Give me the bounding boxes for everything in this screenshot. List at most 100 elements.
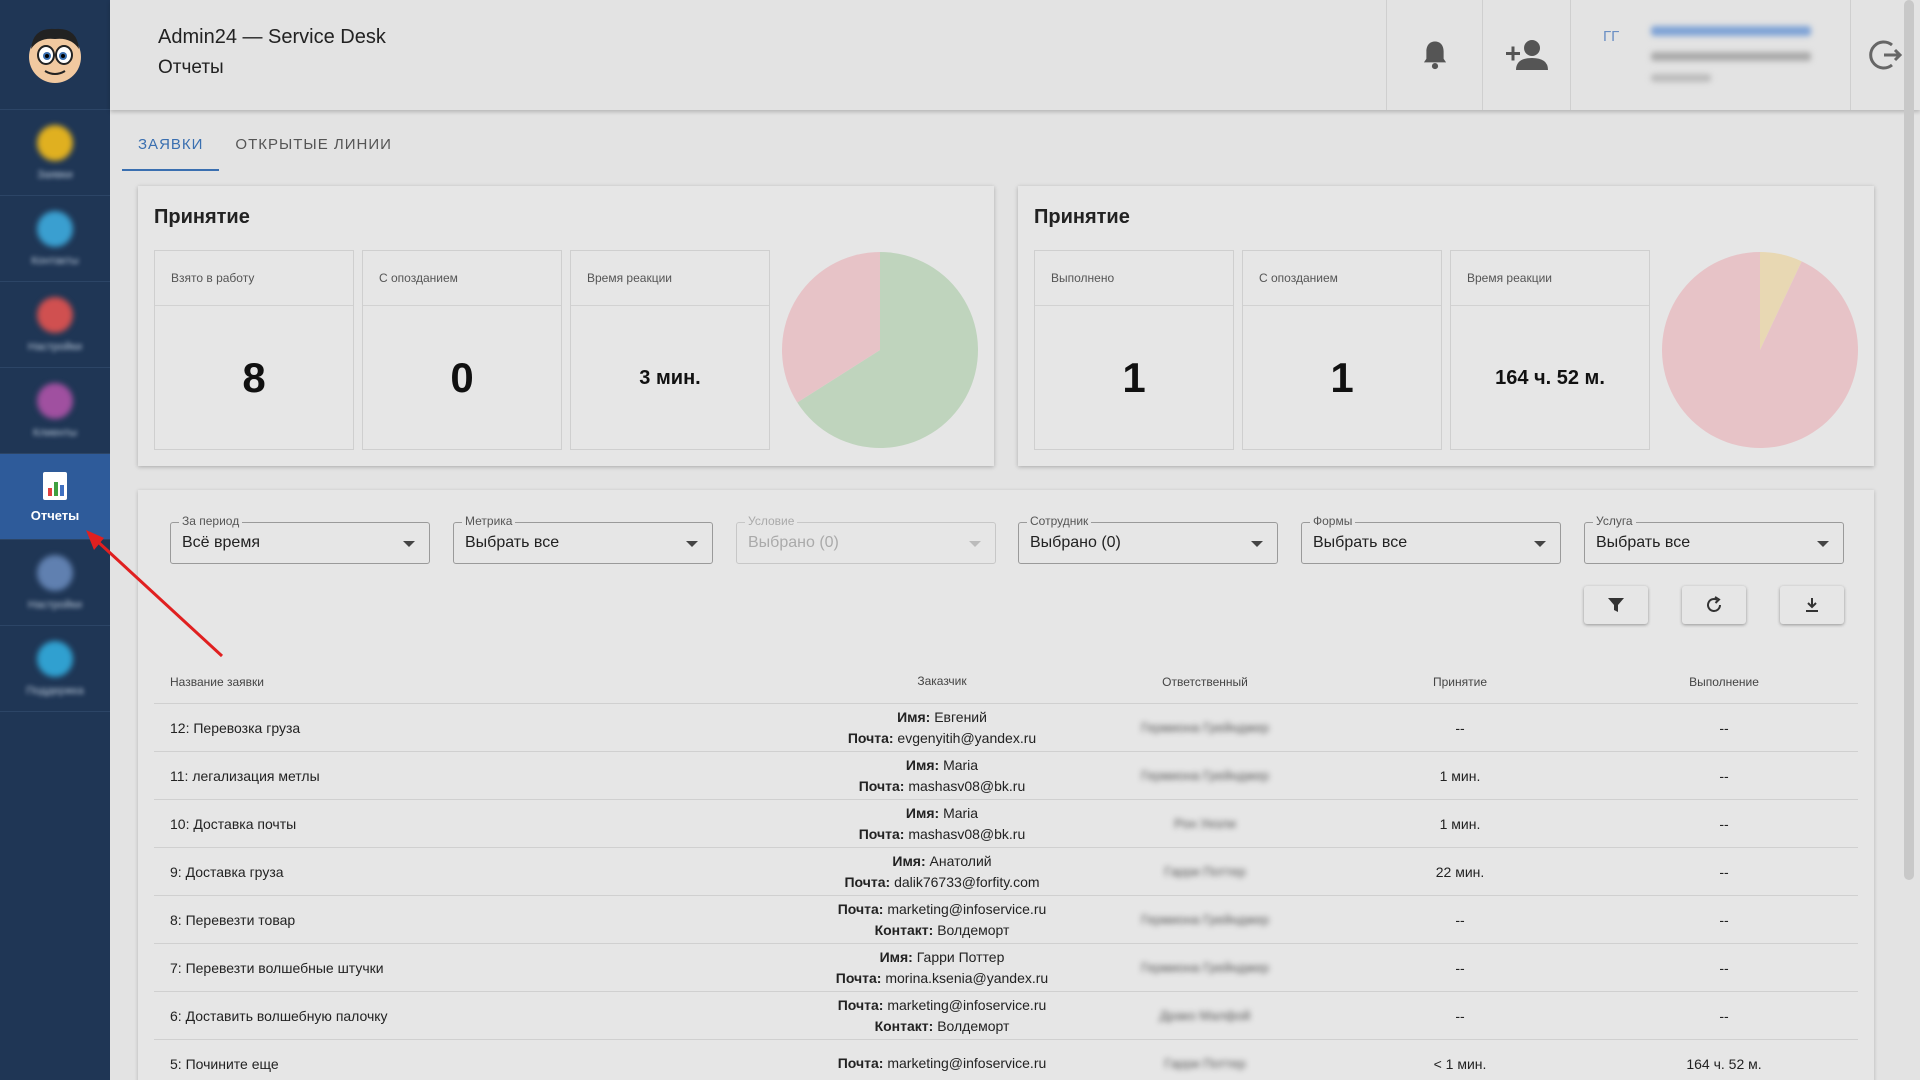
download-button[interactable] [1780, 586, 1844, 624]
logout-button[interactable] [1850, 0, 1920, 110]
done-time: -- [1719, 1007, 1729, 1024]
customer-value: Евгений [934, 708, 987, 725]
top-header: Admin24 — Service Desk Отчеты ГГ [110, 0, 1920, 110]
owner-cell: Гермиона Грейнджер [1140, 960, 1270, 975]
report-section: За период Всё время Метрика Выбрать все Усло… [138, 490, 1874, 1080]
metric-label: Взято в работу [155, 251, 353, 306]
pie-slice-1 [1760, 252, 1802, 350]
customer-value: Волдеморт [937, 1017, 1010, 1034]
request-title[interactable]: 9: Доставка груза [170, 863, 284, 880]
user-role-blurred [1651, 52, 1811, 61]
sidebar-item-6[interactable]: Настройки [0, 540, 110, 626]
request-title[interactable]: 11: легализация метлы [170, 767, 320, 784]
customer-key: Почта: [844, 873, 891, 890]
sidebar-item-4[interactable]: Клиенты [0, 368, 110, 454]
customer-cell: Имя: Maria Почта: mashasv08@bk.ru [804, 803, 1080, 845]
filter-button[interactable] [1584, 586, 1648, 624]
customer-key: Почта: [837, 996, 884, 1013]
column-header[interactable]: Название заявки [170, 674, 264, 689]
customer-value: Maria [943, 804, 979, 821]
filter-value: Выбрано (0) [748, 534, 839, 551]
column-header[interactable]: Ответственный [1162, 674, 1248, 689]
metric-card: Выполнено 1 [1034, 250, 1234, 450]
notifications-button[interactable] [1386, 0, 1482, 110]
metric-value: 164 ч. 52 м. [1495, 366, 1605, 389]
report-icon [43, 472, 67, 500]
filter-select: Условие Выбрано (0) [736, 514, 996, 564]
customer-key: Имя: [897, 708, 931, 725]
metric-card: Время реакции 164 ч. 52 м. [1450, 250, 1650, 450]
customer-key: Почта: [837, 900, 884, 917]
user-profile[interactable]: ГГ [1570, 0, 1850, 110]
accept-time: 1 мин. [1439, 767, 1481, 784]
filter-select[interactable]: За период Всё время [170, 514, 430, 564]
chevron-down-icon [1534, 541, 1546, 547]
tab-open-lines[interactable]: ОТКРЫТЫЕ ЛИНИИ [235, 136, 392, 153]
stats-panel-accepted: Принятие Взято в работу 8 С опозданием 0… [138, 186, 994, 466]
request-title[interactable]: 12: Перевозка груза [170, 719, 301, 736]
metric-value: 8 [242, 354, 266, 401]
table-row[interactable]: 9: Доставка груза Имя: Анатолий Почта: dal… [154, 848, 1858, 896]
app-logo[interactable] [0, 0, 110, 110]
page-scrollbar[interactable] [1904, 0, 1914, 880]
customer-key: Имя: [892, 852, 926, 869]
pie-chart [1662, 252, 1858, 448]
add-user-button[interactable] [1482, 0, 1570, 110]
panel-title: Принятие [154, 206, 250, 228]
accept-time: 1 мин. [1439, 815, 1481, 832]
chevron-down-icon [1817, 541, 1829, 547]
sidebar-item-7[interactable]: Поддержка [0, 626, 110, 712]
request-title[interactable]: 5: Почините еще [170, 1055, 279, 1072]
customer-value: Волдеморт [937, 921, 1010, 938]
owner-cell: Гермиона Грейнджер [1140, 720, 1270, 735]
table-row[interactable]: 7: Перевезти волшебные штучки Имя: Гарри … [154, 944, 1858, 992]
customer-cell: Имя: Анатолий Почта: dalik76733@forfity.c… [804, 851, 1080, 893]
column-header[interactable]: Принятие [1433, 674, 1487, 689]
filter-select[interactable]: Сотрудник Выбрано (0) [1018, 514, 1278, 564]
sidebar-item-3[interactable]: Настройки [0, 282, 110, 368]
column-header[interactable]: Выполнение [1689, 674, 1759, 689]
user-name-blurred [1651, 26, 1811, 36]
sidebar-item-label: Поддержка [26, 684, 84, 697]
done-time: 164 ч. 52 м. [1686, 1055, 1762, 1072]
metric-card: С опозданием 0 [362, 250, 562, 450]
pie-slice-2 [782, 252, 880, 403]
customer-key: Имя: [905, 756, 940, 773]
customer-value: marketing@infoservice.ru [887, 900, 1047, 917]
metric-label: Выполнено [1035, 251, 1233, 306]
done-time: -- [1719, 719, 1729, 736]
filter-label: Услуга [1593, 514, 1636, 528]
table-header: Название заявки Заказчик Ответственный П… [154, 660, 1858, 704]
sidebar-item-1[interactable]: Заявки [0, 110, 110, 196]
table-row[interactable]: 6: Доставить волшебную палочку Почта: mar… [154, 992, 1858, 1040]
column-header[interactable]: Заказчик [917, 674, 967, 688]
customer-value: dalik76733@forfity.com [894, 873, 1040, 890]
table-row[interactable]: 10: Доставка почты Имя: Maria Почта: masha… [154, 800, 1858, 848]
customer-value: marketing@infoservice.ru [887, 1055, 1047, 1071]
requests-table: Название заявки Заказчик Ответственный П… [154, 660, 1858, 1080]
support-ball-icon [37, 640, 73, 677]
user-initials: ГГ [1603, 28, 1620, 45]
request-title[interactable]: 8: Перевезти товар [170, 911, 296, 928]
chevron-down-icon [403, 541, 415, 547]
page-title: Отчеты [158, 57, 224, 78]
sidebar-item-2[interactable]: Контакты [0, 196, 110, 282]
table-row[interactable]: 12: Перевозка груза Имя: Евгений Почта: ev… [154, 704, 1858, 752]
panel-title: Принятие [1034, 206, 1130, 228]
table-row[interactable]: 8: Перевезти товар Почта: marketing@infos… [154, 896, 1858, 944]
done-time: -- [1719, 767, 1729, 784]
sidebar-item-5[interactable]: Отчеты [0, 454, 110, 540]
filter-select[interactable]: Услуга Выбрать все [1584, 514, 1844, 564]
filter-select[interactable]: Метрика Выбрать все [453, 514, 713, 564]
table-row[interactable]: 5: Почините еще Почта: marketing@infoserv… [154, 1040, 1858, 1080]
colorful-ball-icon [37, 296, 73, 333]
download-icon [1806, 598, 1818, 612]
request-title[interactable]: 10: Доставка почты [170, 815, 297, 832]
tab-requests[interactable]: ЗАЯВКИ [122, 130, 220, 171]
table-row[interactable]: 11: легализация метлы Имя: Maria Почта: ma… [154, 752, 1858, 800]
filter-select[interactable]: Формы Выбрать все [1301, 514, 1561, 564]
refresh-button[interactable] [1682, 586, 1746, 624]
request-title[interactable]: 7: Перевезти волшебные штучки [170, 959, 384, 976]
request-title[interactable]: 6: Доставить волшебную палочку [170, 1007, 388, 1024]
customer-key: Контакт: [874, 1017, 934, 1034]
